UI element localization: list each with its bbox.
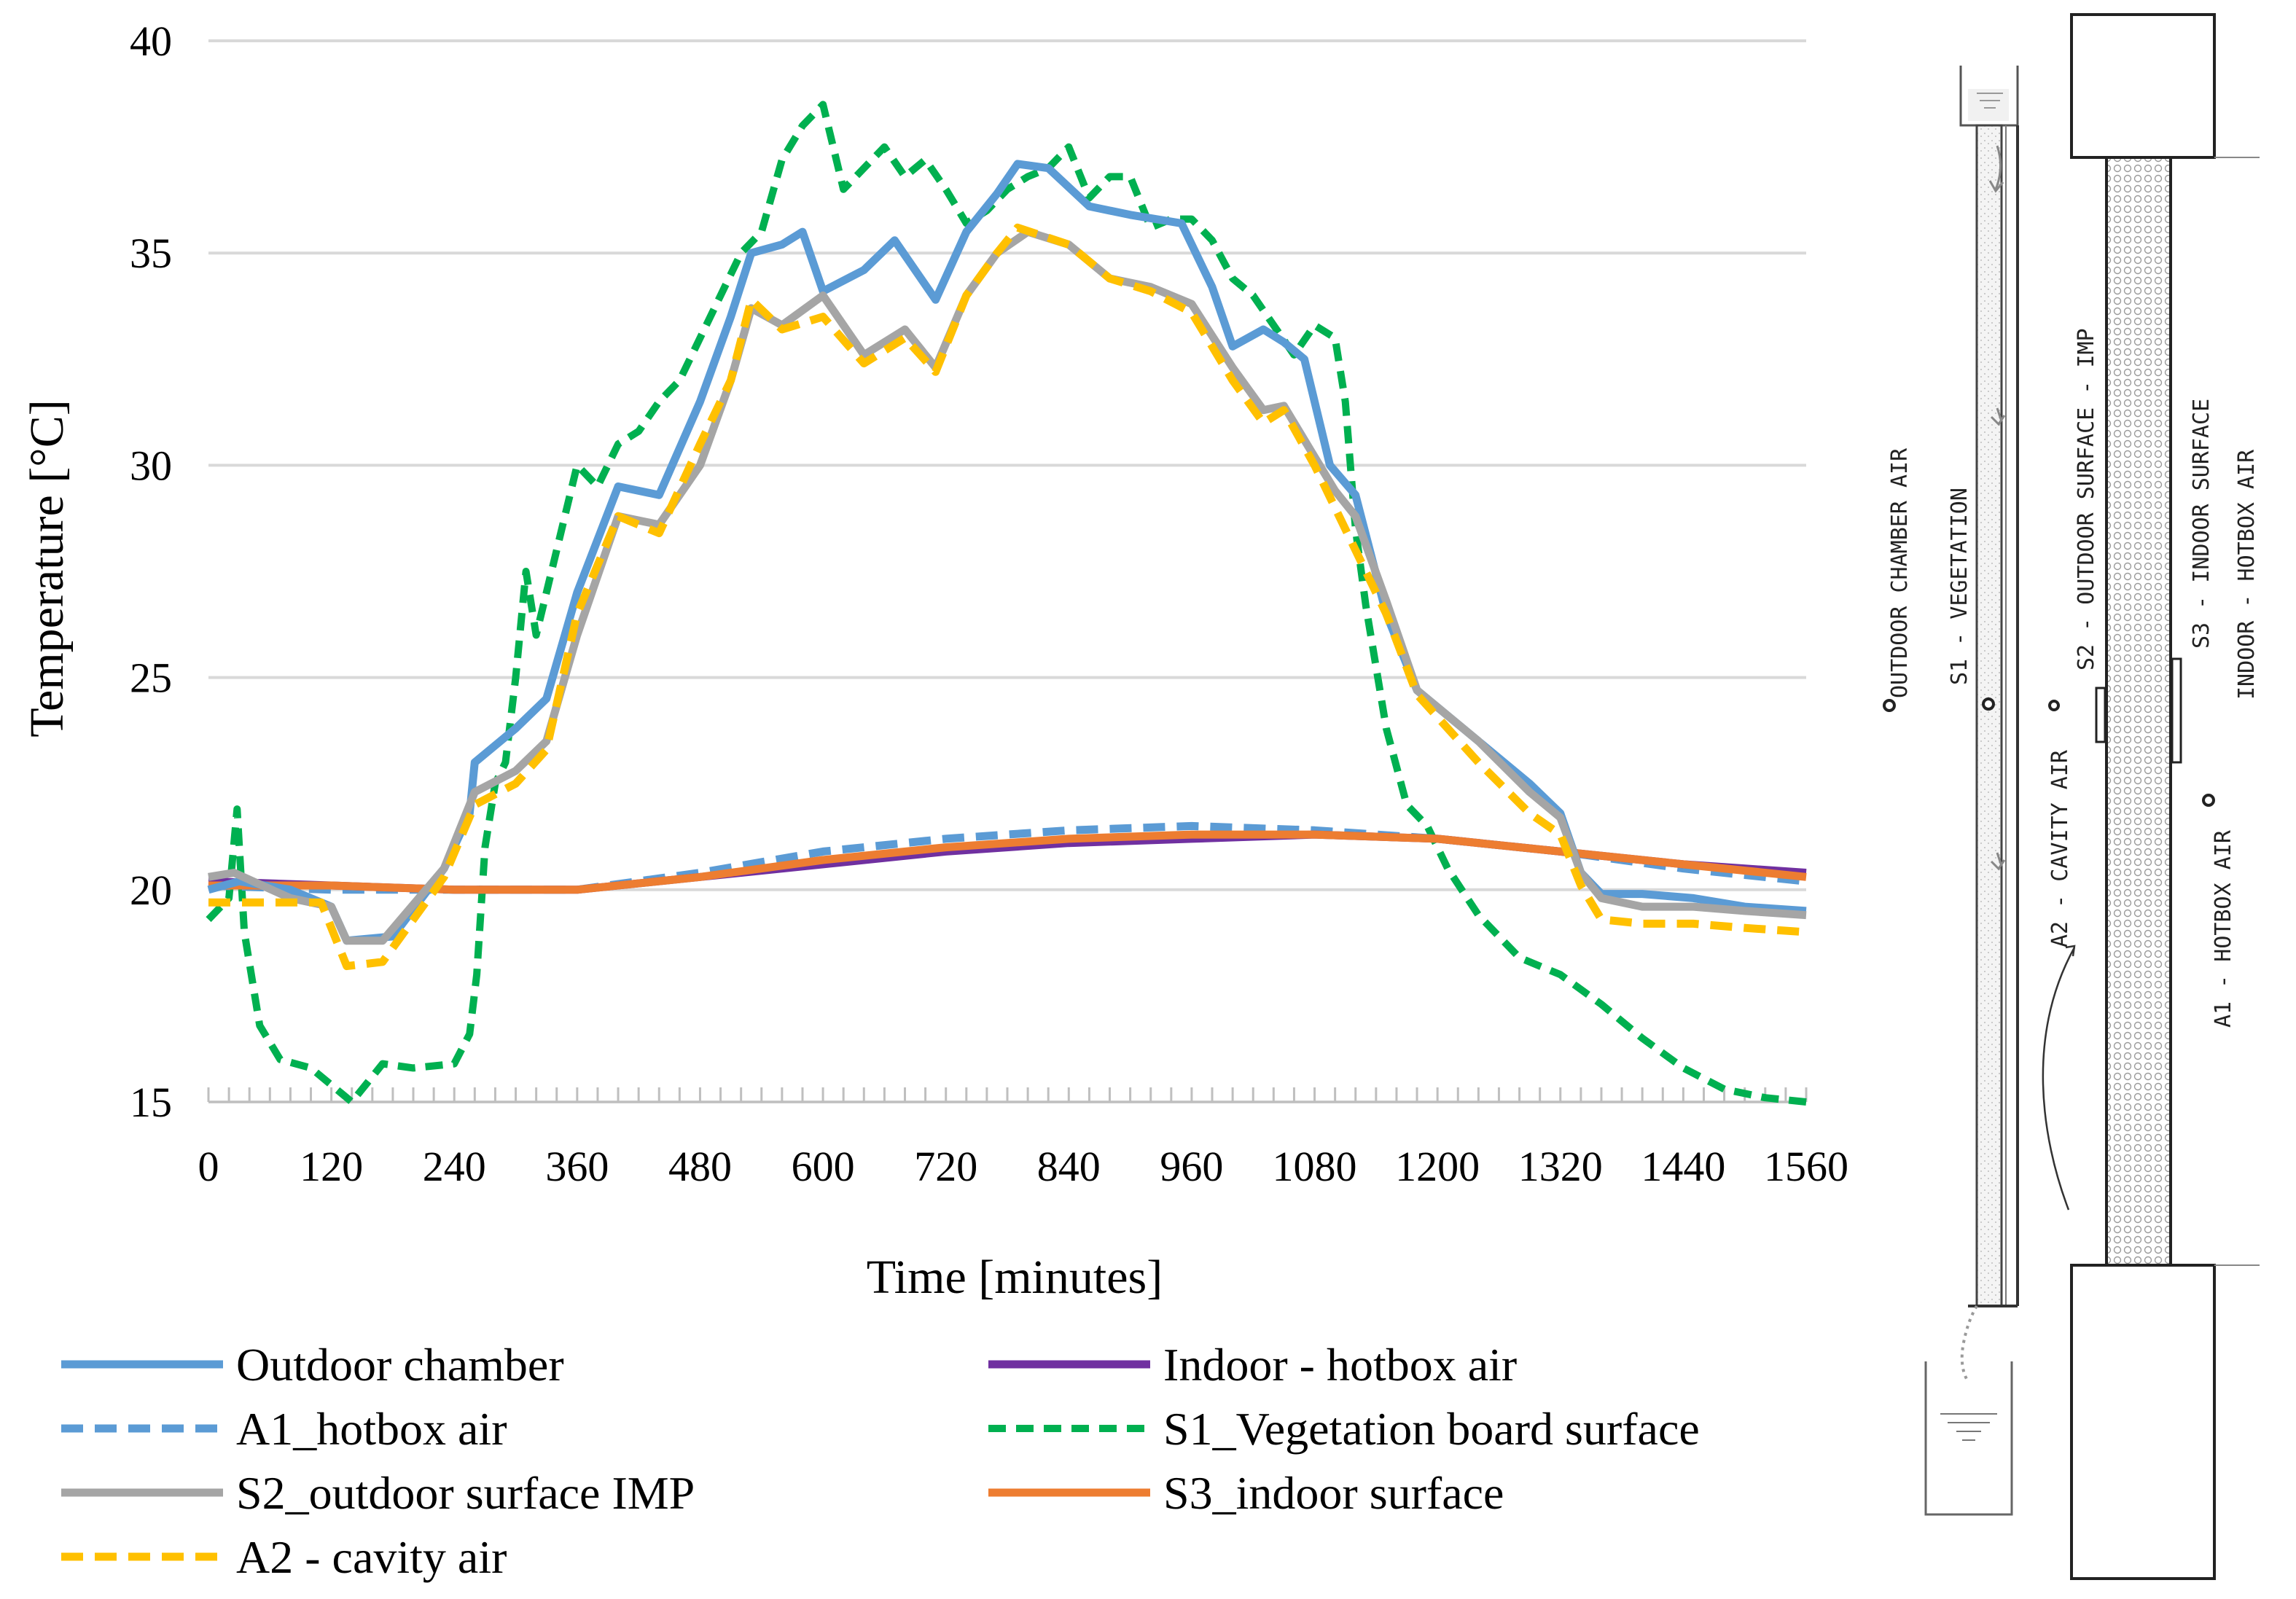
top-reservoir-icon <box>1959 66 2019 127</box>
lower-wall-block <box>2070 1264 2216 1580</box>
y-tick-label: 40 <box>130 17 172 65</box>
x-tick-label: 1440 <box>1641 1143 1725 1190</box>
series-line-s2-outdoor-surface-imp <box>208 227 1807 945</box>
x-axis-title: Time [minutes] <box>867 1251 1163 1304</box>
x-tick-label: 480 <box>668 1143 732 1190</box>
y-tick-label: 30 <box>130 442 172 489</box>
upper-wall-block <box>2070 13 2216 159</box>
plot-area <box>206 101 1807 1106</box>
axis-ticks: 15 20 25 30 35 40 0 120 240 360 480 600 720 840 960 108… <box>130 17 1848 1190</box>
legend-label: A1_hotbox air <box>236 1403 507 1455</box>
series-line-s3-indoor-surface <box>208 830 1807 894</box>
insulation-panel <box>2105 156 2172 1267</box>
legend-label: S3_indoor surface <box>1163 1467 1504 1519</box>
x-tick-label: 960 <box>1160 1143 1223 1190</box>
flow-arrow-icons <box>1988 145 2006 871</box>
legend-label: S1_Vegetation board surface <box>1163 1403 1700 1455</box>
vegetation-board <box>1975 124 2003 1307</box>
x-tick-label: 240 <box>423 1143 486 1190</box>
y-axis-title: Temperature [°C] <box>20 399 74 737</box>
label-a2-cavity-air: A2 - CAVITY AIR <box>2047 749 2073 947</box>
label-a1-hotbox-air: A1 - HOTBOX AIR <box>2211 829 2236 1028</box>
label-indoor-hotbox-air: INDOOR - HOTBOX AIR <box>2234 449 2260 700</box>
x-tick-label: 1320 <box>1518 1143 1603 1190</box>
label-s3-indoor-surface: S3 - INDOOR SURFACE <box>2189 399 2214 649</box>
x-tick-label: 840 <box>1037 1143 1101 1190</box>
label-s2-outdoor-surface: S2 - OUTDOOR SURFACE - IMP <box>2074 328 2099 671</box>
y-tick-label: 20 <box>130 867 172 914</box>
sensor-a1-icon <box>2202 794 2215 807</box>
x-tick-label: 1200 <box>1395 1143 1480 1190</box>
label-outdoor-chamber-air: OUTDOOR CHAMBER AIR <box>1887 447 1913 698</box>
x-tick-label: 600 <box>792 1143 855 1190</box>
wall-section-diagram: OUTDOOR CHAMBER AIR S1 - VEGETATION A2 -… <box>1883 13 2260 1580</box>
sensor-outdoor-air-icon <box>1883 699 1896 712</box>
x-tick-label: 360 <box>545 1143 609 1190</box>
y-tick-label: 35 <box>130 230 172 277</box>
x-tick-label: 0 <box>198 1143 219 1190</box>
legend-label: Indoor - hotbox air <box>1163 1339 1517 1391</box>
x-tick-label: 1080 <box>1273 1143 1357 1190</box>
x-tick-label: 720 <box>914 1143 977 1190</box>
sensor-s1-icon <box>1982 697 1995 711</box>
legend-label: S2_outdoor surface IMP <box>236 1467 695 1519</box>
label-s1-vegetation: S1 - VEGETATION <box>1947 488 1972 685</box>
y-tick-label: 15 <box>130 1079 172 1126</box>
sensor-a2-icon <box>2048 700 2060 711</box>
series-line-s1-vegetation-board-surface <box>206 101 1807 1106</box>
x-tick-label: 120 <box>300 1143 363 1190</box>
series-line-a2-cavity-air <box>208 223 1807 971</box>
legend-label: A2 - cavity air <box>236 1531 507 1583</box>
y-tick-label: 25 <box>130 654 172 702</box>
x-tick-label: 1560 <box>1764 1143 1848 1190</box>
gridlines <box>207 39 1808 1103</box>
bottom-drain-icon <box>1924 1305 2018 1516</box>
cavity-airflow-arrow <box>2042 947 2076 1211</box>
legend: Outdoor chamber Indoor - hotbox air A1_hot… <box>61 1339 1700 1583</box>
legend-label: Outdoor chamber <box>236 1339 564 1391</box>
